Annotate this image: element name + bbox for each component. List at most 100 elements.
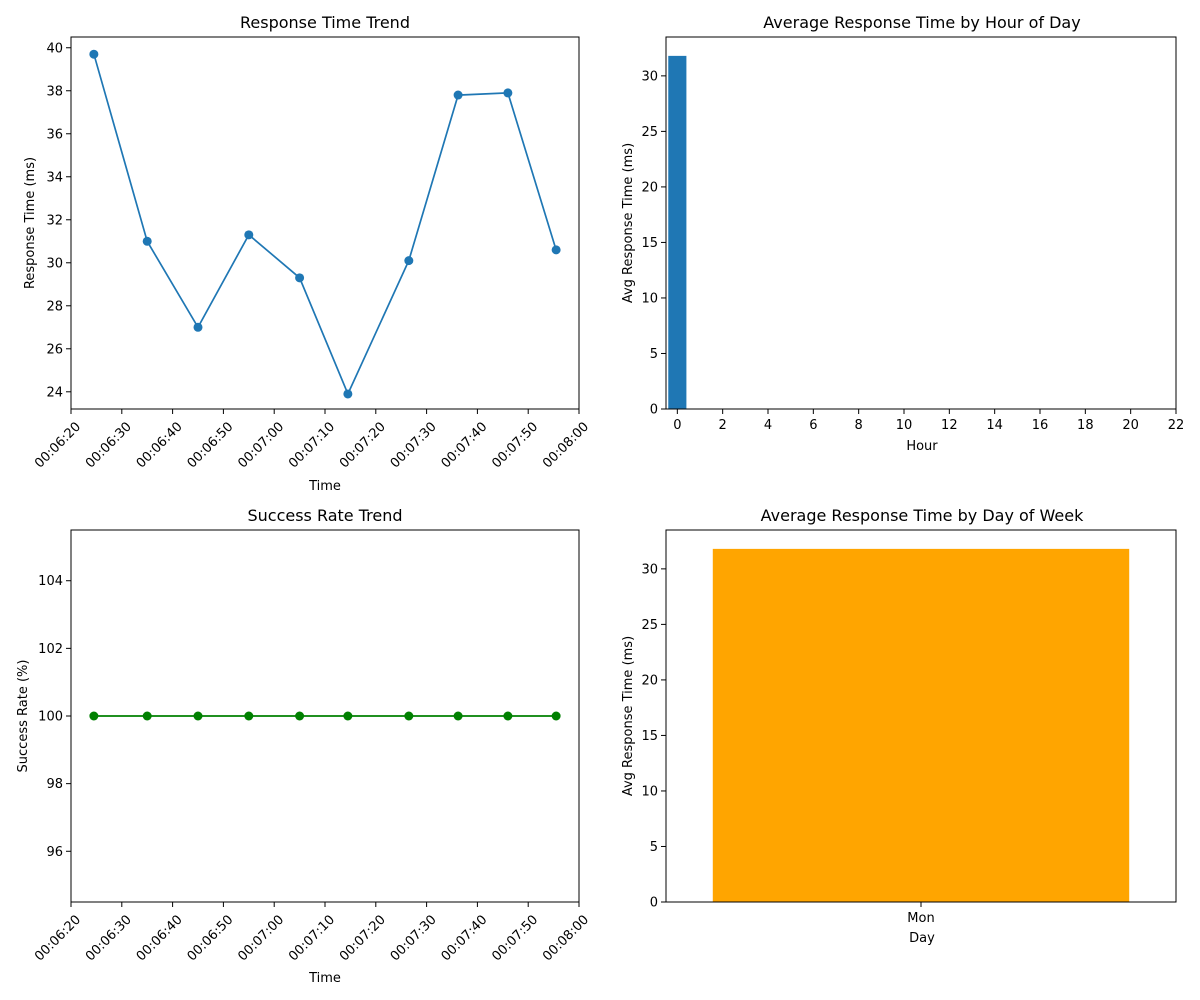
x-tick-label: 16 xyxy=(1032,418,1049,433)
bar xyxy=(668,55,687,409)
x-tick-label: 00:07:40 xyxy=(439,419,491,471)
data-point xyxy=(503,711,513,721)
y-tick-label: 5 xyxy=(650,840,658,855)
x-tick-label: 00:06:20 xyxy=(32,912,84,964)
y-tick-label: 30 xyxy=(641,69,658,84)
y-axis-label: Success Rate (%) xyxy=(16,660,31,773)
data-point xyxy=(193,711,203,721)
plot-frame xyxy=(70,529,580,903)
y-tick-label: 15 xyxy=(641,729,658,744)
x-axis-label: Time xyxy=(308,479,341,494)
x-axis-label: Day xyxy=(909,931,935,946)
y-tick-label: 98 xyxy=(46,777,63,792)
x-tick-label: 14 xyxy=(986,418,1003,433)
chart-response-time-trend: Response Time Trend Response Time (ms) T… xyxy=(23,13,592,494)
plot-frame xyxy=(665,529,1177,903)
y-tick-label: 36 xyxy=(46,127,63,142)
data-point xyxy=(404,256,414,266)
x-axis-label: Time xyxy=(308,971,341,986)
y-tick-label: 20 xyxy=(641,180,658,195)
y-tick-label: 10 xyxy=(641,291,658,306)
y-tick-label: 30 xyxy=(46,256,63,271)
x-tick-label: 4 xyxy=(764,418,772,433)
x-tick-label: 00:07:30 xyxy=(388,419,440,471)
y-axis-label: Avg Response Time (ms) xyxy=(621,143,636,303)
x-tick-label: 00:06:30 xyxy=(83,912,135,964)
y-tick-label: 100 xyxy=(38,710,63,725)
data-point xyxy=(551,245,561,255)
y-tick-label: 32 xyxy=(46,213,63,228)
x-axis-label: Hour xyxy=(906,439,938,454)
x-tick-label: 00:07:50 xyxy=(489,912,541,964)
x-tick-label: 00:07:20 xyxy=(337,419,389,471)
x-tick-label: 20 xyxy=(1122,418,1139,433)
y-tick-label: 24 xyxy=(46,385,63,400)
x-tick-label: 00:06:50 xyxy=(185,419,237,471)
data-point xyxy=(453,90,463,100)
x-tick-label: 00:08:00 xyxy=(540,912,592,964)
x-tick-label: 00:07:50 xyxy=(489,419,541,471)
x-tick-label: 0 xyxy=(673,418,681,433)
plot-frame xyxy=(665,36,1177,410)
data-point xyxy=(295,273,305,283)
y-tick-label: 25 xyxy=(641,618,658,633)
x-tick-label: 00:08:00 xyxy=(540,419,592,471)
y-tick-label: 5 xyxy=(650,347,658,362)
y-tick-label: 10 xyxy=(641,784,658,799)
x-tick-label: 12 xyxy=(941,418,958,433)
chart-title: Success Rate Trend xyxy=(247,506,402,525)
y-tick-label: 15 xyxy=(641,236,658,251)
y-tick-label: 38 xyxy=(46,84,63,99)
y-tick-label: 25 xyxy=(641,125,658,140)
x-tick-label: 8 xyxy=(855,418,863,433)
chart-hourly-average: Average Response Time by Hour of Day Avg… xyxy=(621,13,1184,454)
y-axis-label: Response Time (ms) xyxy=(23,157,38,289)
y-tick-label: 40 xyxy=(46,41,63,56)
data-point xyxy=(503,88,513,98)
x-tick-label: 6 xyxy=(809,418,817,433)
y-tick-label: 28 xyxy=(46,299,63,314)
x-tick-label: 00:07:00 xyxy=(235,419,287,471)
plot-frame xyxy=(70,36,580,410)
x-tick-label: 2 xyxy=(719,418,727,433)
data-point xyxy=(343,711,353,721)
x-tick-label: 18 xyxy=(1077,418,1094,433)
data-point xyxy=(89,711,99,721)
x-tick-label: 10 xyxy=(896,418,913,433)
chart-title: Average Response Time by Hour of Day xyxy=(763,13,1080,32)
chart-success-rate-trend: Success Rate Trend Success Rate (%) Time… xyxy=(16,506,592,986)
data-point xyxy=(142,236,152,246)
x-tick-label: 00:06:50 xyxy=(185,912,237,964)
x-tick-label: 00:07:10 xyxy=(286,419,338,471)
bar xyxy=(712,548,1130,902)
data-point xyxy=(244,711,254,721)
x-tick-label: 00:06:40 xyxy=(134,912,186,964)
y-tick-label: 104 xyxy=(38,574,63,589)
data-point xyxy=(295,711,305,721)
data-point xyxy=(89,49,99,59)
y-tick-label: 102 xyxy=(38,642,63,657)
y-tick-label: 96 xyxy=(46,845,63,860)
series-line xyxy=(93,53,557,397)
x-tick-label: 00:06:30 xyxy=(83,419,135,471)
x-tick-label: 00:06:20 xyxy=(32,419,84,471)
x-tick-label: 00:07:10 xyxy=(286,912,338,964)
data-point xyxy=(453,711,463,721)
x-tick-label: Mon xyxy=(907,911,934,926)
y-tick-label: 20 xyxy=(641,673,658,688)
y-tick-label: 0 xyxy=(650,403,658,418)
data-point xyxy=(193,322,203,332)
data-point xyxy=(404,711,414,721)
x-tick-label: 00:07:20 xyxy=(337,912,389,964)
x-tick-label: 00:06:40 xyxy=(134,419,186,471)
y-axis-label: Avg Response Time (ms) xyxy=(621,636,636,796)
y-tick-label: 34 xyxy=(46,170,63,185)
x-tick-label: 00:07:30 xyxy=(388,912,440,964)
x-tick-label: 22 xyxy=(1168,418,1185,433)
x-tick-label: 00:07:00 xyxy=(235,912,287,964)
data-point xyxy=(142,711,152,721)
y-tick-label: 30 xyxy=(641,562,658,577)
data-point xyxy=(244,230,254,240)
data-point xyxy=(551,711,561,721)
